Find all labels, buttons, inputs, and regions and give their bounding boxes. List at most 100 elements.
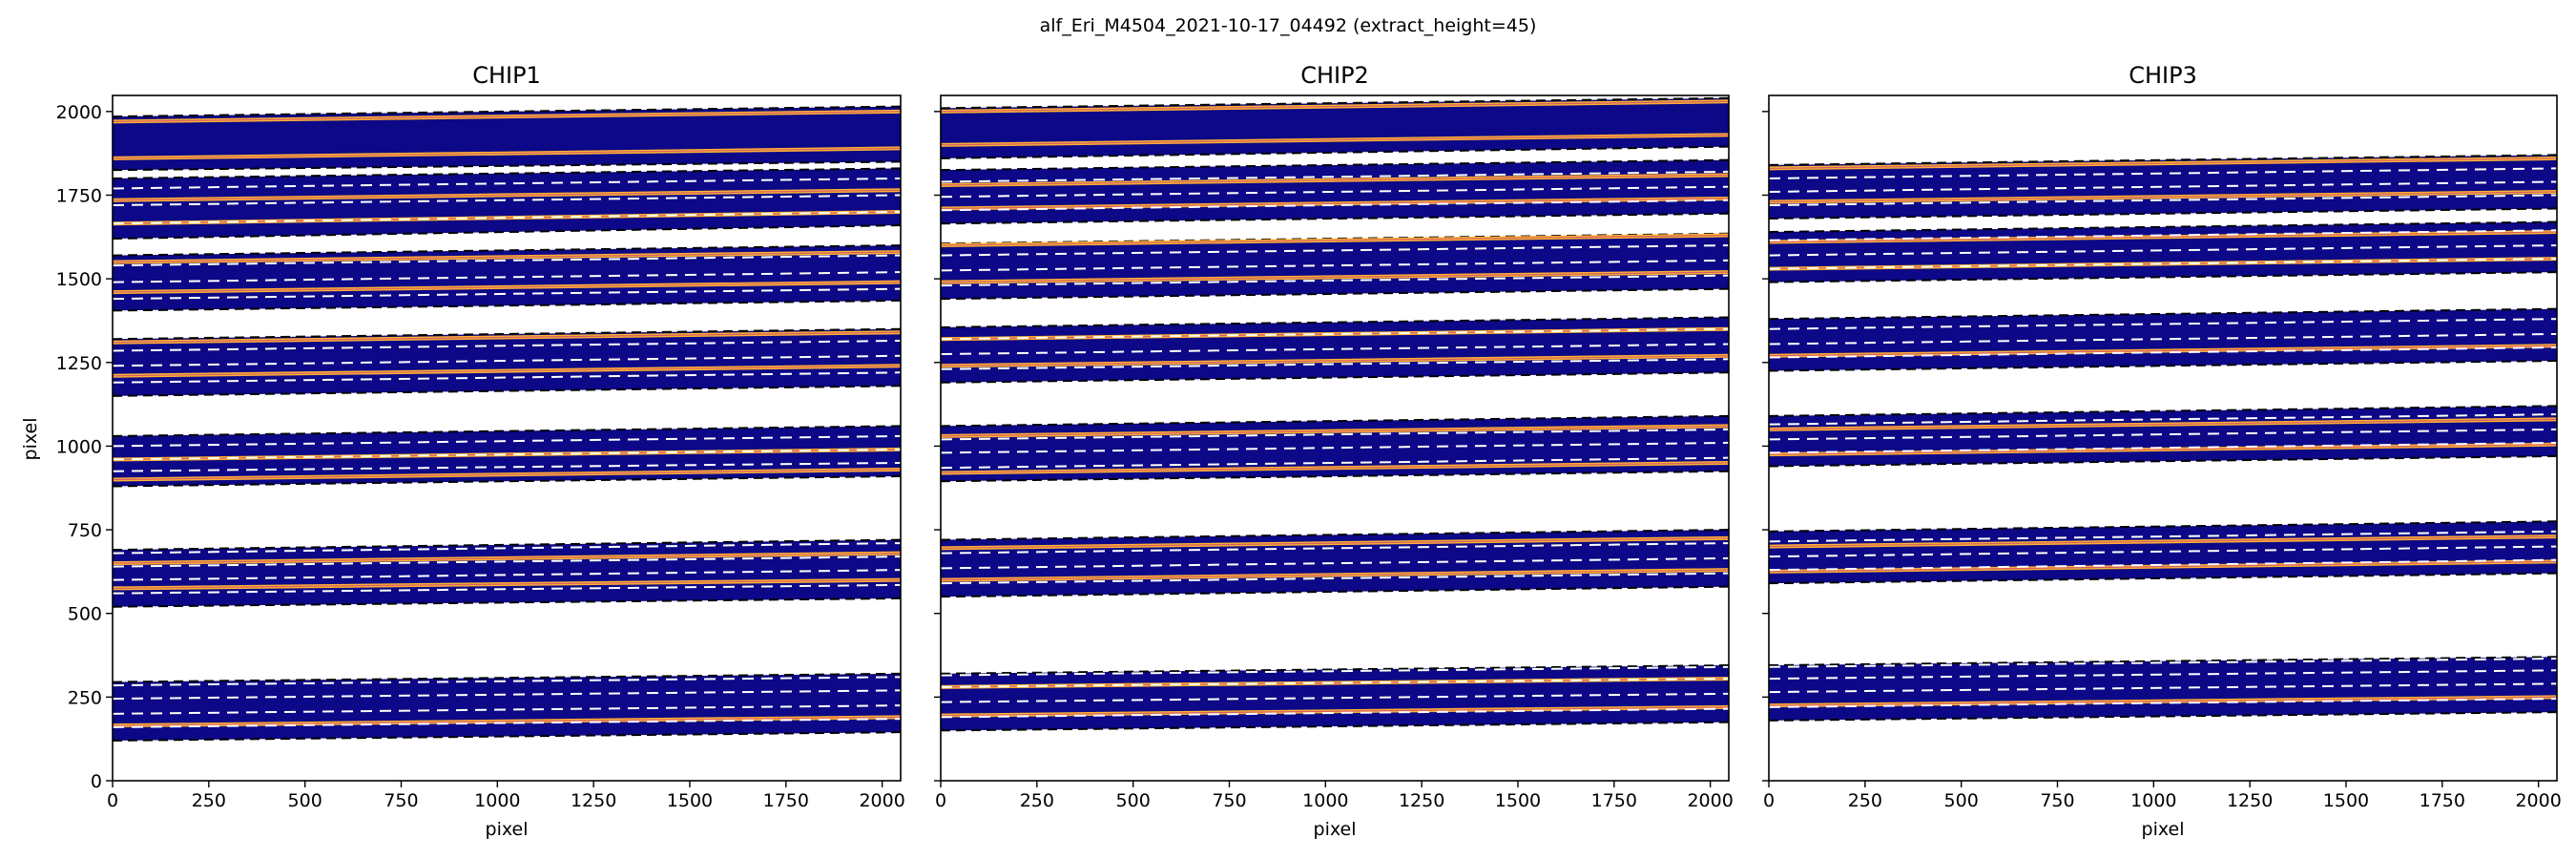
axes-frame xyxy=(940,94,1730,782)
order-band xyxy=(1769,308,2557,371)
extraction-dashed-line xyxy=(1769,682,2557,694)
extraction-dashed-line xyxy=(1769,558,2557,572)
bright-trace-core xyxy=(113,331,901,344)
extraction-dashed-line xyxy=(1769,441,2557,454)
panel-chip3: CHIP3 0 250 500 750 1000 1250 1500 1750 2000 pix… xyxy=(1762,62,2562,840)
x-axis-label-chip2: pixel xyxy=(1314,819,1357,840)
extraction-dashed-line xyxy=(1769,318,2557,330)
bright-trace-core xyxy=(941,355,1729,367)
extraction-dashed-line xyxy=(1769,530,2557,543)
bright-trace-core xyxy=(941,271,1729,283)
x-tick-label: 750 xyxy=(384,790,418,811)
order-top-edge xyxy=(113,167,901,179)
extraction-dashed-line xyxy=(1769,428,2557,441)
bright-trace-core xyxy=(1769,560,2557,573)
extraction-dashed-line xyxy=(941,572,1729,585)
extraction-dashed-line xyxy=(941,456,1729,470)
bright-trace-core xyxy=(113,716,901,726)
y-tick-label: 750 xyxy=(68,520,102,541)
bright-trace-core xyxy=(941,706,1729,717)
bright-trace-core xyxy=(941,462,1729,474)
extraction-dashed-line xyxy=(113,371,901,384)
order-top-edge xyxy=(941,96,1729,110)
x-tick-label: 1000 xyxy=(2130,790,2176,811)
order-bottom-edge xyxy=(113,731,901,742)
extraction-dashed-line xyxy=(1769,669,2557,681)
bright-trace-core xyxy=(113,189,901,201)
order-band xyxy=(1769,521,2557,584)
bright-trace-core xyxy=(941,425,1729,437)
plot-area-chip1: 0 250 500 750 1000 1250 1500 1750 2000 0 250 500 750… xyxy=(56,94,905,811)
extraction-dashed-line xyxy=(941,358,1729,370)
order-top-edge xyxy=(113,244,901,257)
x-axis-label-chip3: pixel xyxy=(2142,819,2185,840)
extraction-dashed-line xyxy=(113,461,901,472)
bright-trace-core xyxy=(113,469,901,481)
order-top-edge xyxy=(113,327,901,341)
extraction-dashed-line xyxy=(1769,229,2557,241)
panel-chip2: CHIP2 0 250 500 750 1000 1250 1500 1750 2000 pix… xyxy=(934,62,1734,840)
bright-trace-core xyxy=(1769,345,2557,357)
order-band xyxy=(941,159,1729,224)
bright-trace-core xyxy=(941,100,1729,113)
order-bottom-edge xyxy=(1769,572,2557,585)
extraction-dashed-line xyxy=(113,287,901,301)
x-tick-label: 1500 xyxy=(667,790,713,811)
extraction-dashed-line xyxy=(941,185,1729,199)
extraction-dashed-line xyxy=(113,254,901,267)
order-top-edge xyxy=(1769,307,2557,321)
extraction-dashed-line xyxy=(941,542,1729,555)
order-bottom-edge xyxy=(113,597,901,608)
extraction-dashed-line xyxy=(941,678,1729,688)
extraction-dashed-line xyxy=(113,555,901,568)
bright-trace-core xyxy=(941,234,1729,246)
bright-trace-core xyxy=(941,134,1729,146)
order-bottom-edge xyxy=(1769,207,2557,220)
bright-trace-core xyxy=(1769,191,2557,203)
order-top-edge xyxy=(941,158,1729,172)
extraction-dashed-line xyxy=(113,718,901,728)
extraction-dashed-line xyxy=(113,211,901,225)
order-bottom-edge xyxy=(941,287,1729,301)
order-top-edge xyxy=(1769,520,2557,533)
bright-trace-core xyxy=(113,111,901,122)
x-tick-label: 1500 xyxy=(1495,790,1541,811)
order-top-edge xyxy=(1769,656,2557,667)
bright-trace-core xyxy=(1769,444,2557,455)
extraction-dashed-line xyxy=(113,271,901,283)
extraction-dashed-line xyxy=(113,676,901,687)
y-tick-label: 1750 xyxy=(56,185,102,206)
order-top-edge xyxy=(941,414,1729,428)
extraction-dashed-line xyxy=(113,583,901,595)
x-tick-label: 250 xyxy=(192,790,226,811)
bright-trace-core xyxy=(1769,696,2557,706)
x-tick-label: 1250 xyxy=(2227,790,2273,811)
y-tick-label: 1250 xyxy=(56,353,102,374)
x-tick-label: 250 xyxy=(1848,790,1882,811)
bright-trace-core xyxy=(941,537,1729,549)
extraction-dashed-line xyxy=(1769,413,2557,426)
y-tick-label: 2000 xyxy=(56,102,102,123)
extraction-dashed-line xyxy=(113,339,901,352)
order-bottom-edge xyxy=(941,145,1729,159)
order-top-edge xyxy=(941,529,1729,541)
y-axis-label-chip1: pixel xyxy=(20,418,41,461)
order-band xyxy=(941,665,1729,731)
extraction-dashed-line xyxy=(113,569,901,581)
x-tick-label: 0 xyxy=(107,790,118,811)
bright-trace-core xyxy=(113,365,901,377)
x-tick-label: 1500 xyxy=(2323,790,2369,811)
axes-frame xyxy=(112,94,902,782)
extraction-dashed-line xyxy=(1769,194,2557,206)
extraction-dashed-line xyxy=(941,343,1729,356)
order-bottom-edge xyxy=(941,212,1729,225)
figure-suptitle: alf_Eri_M4504_2021-10-17_04492 (extract_… xyxy=(1040,15,1537,36)
extraction-dashed-line xyxy=(113,542,901,555)
extraction-dashed-line xyxy=(1769,244,2557,257)
extraction-dashed-line xyxy=(113,448,901,461)
extraction-dashed-line xyxy=(941,428,1729,441)
x-tick-label: 750 xyxy=(2040,790,2074,811)
extraction-dashed-line xyxy=(113,689,901,701)
axes-frame xyxy=(1768,94,2558,782)
extraction-dashed-line xyxy=(1769,698,2557,708)
